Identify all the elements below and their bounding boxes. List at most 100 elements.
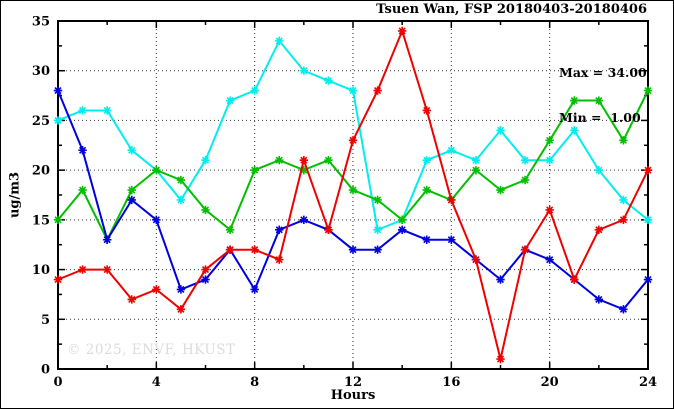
series-blue-marker [53, 86, 63, 95]
series-blue-marker [496, 275, 505, 284]
series-cyan-marker [545, 156, 554, 165]
series-cyan-marker [348, 86, 358, 95]
series-red-marker [422, 106, 431, 115]
series-blue-marker [299, 215, 309, 225]
series-green-marker [275, 156, 284, 165]
series-green-marker [422, 185, 431, 195]
series-green-marker [348, 185, 358, 195]
series-cyan-marker [102, 106, 112, 115]
series-blue-marker [78, 146, 87, 155]
series-green-marker [643, 86, 653, 95]
series-green-marker [225, 225, 235, 234]
series-green-marker [78, 185, 87, 195]
watermark-text: © 2025, ENVF, HKUST [67, 342, 236, 358]
series-red-marker [471, 255, 481, 264]
y-tick-label: 25 [32, 114, 50, 129]
series-red-marker [275, 255, 284, 264]
x-tick-label: 4 [152, 375, 161, 390]
series-green-marker [201, 205, 210, 215]
series-blue-marker [447, 235, 456, 244]
series-red-marker [520, 245, 530, 254]
series-cyan-marker [471, 156, 481, 165]
series-red-marker [447, 195, 456, 205]
series-blue-marker [127, 195, 136, 205]
series-cyan-marker [570, 126, 579, 135]
series-green-marker [619, 136, 628, 145]
series-blue-marker [619, 305, 628, 314]
series-blue-marker [275, 225, 284, 234]
series-cyan-marker [78, 106, 87, 115]
series-blue-marker [422, 235, 431, 244]
series-cyan-marker [324, 76, 333, 85]
x-tick-label: 16 [442, 375, 460, 390]
series-green-marker [570, 96, 579, 105]
series-red-marker [102, 265, 112, 274]
series-green-marker [520, 175, 530, 185]
max-min-annotation: Max = 34.00 Min = 1.00 [559, 35, 647, 155]
series-cyan-marker [643, 215, 653, 225]
series-red-marker [201, 265, 210, 274]
series-blue-marker [348, 245, 358, 254]
y-axis-label: ug/m3 [7, 171, 23, 219]
series-cyan-marker [201, 156, 210, 165]
series-green-marker [324, 156, 333, 165]
series-green-marker [152, 165, 161, 175]
series-blue-marker [545, 255, 554, 264]
x-axis-label: Hours [330, 388, 376, 403]
series-red-marker [545, 205, 554, 215]
series-cyan-marker [176, 195, 186, 205]
x-tick-label: 24 [639, 375, 657, 390]
series-green-marker [545, 136, 554, 145]
series-red-marker [619, 215, 628, 225]
series-red-marker [152, 285, 161, 294]
series-cyan-marker [127, 146, 136, 155]
y-tick-label: 20 [32, 164, 50, 179]
series-red-marker [324, 225, 333, 234]
series-red-marker [78, 265, 87, 274]
series-green-marker [594, 96, 604, 105]
series-red-marker [176, 305, 186, 314]
series-blue-marker [594, 295, 604, 304]
y-tick-label: 30 [32, 64, 50, 79]
series-red-marker [496, 354, 505, 364]
x-tick-label: 8 [250, 375, 259, 390]
y-tick-label: 35 [32, 15, 50, 30]
series-green-marker [299, 165, 309, 175]
x-tick-label: 12 [344, 375, 362, 390]
y-tick-label: 0 [41, 363, 50, 378]
series-blue-marker [176, 285, 186, 294]
series-blue-marker [250, 285, 259, 294]
series-red-marker [299, 156, 309, 165]
series-red-marker [397, 26, 407, 36]
series-cyan-marker [373, 225, 382, 234]
series-red-marker [53, 275, 63, 284]
series-cyan-marker [275, 36, 284, 46]
series-red-marker [225, 245, 235, 254]
series-cyan-marker [619, 195, 628, 205]
series-blue-marker [397, 225, 407, 234]
series-blue-marker [373, 245, 382, 254]
min-value-label: Min = 1.00 [559, 110, 641, 125]
series-cyan-marker [594, 165, 604, 175]
series-green-marker [373, 195, 382, 205]
x-tick-label: 0 [53, 375, 62, 390]
series-cyan-marker [422, 156, 431, 165]
series-red-marker [250, 245, 259, 254]
series-green-marker [471, 165, 481, 175]
series-cyan-marker [520, 156, 530, 165]
series-red-marker [127, 295, 136, 304]
series-blue-marker [152, 215, 161, 225]
series-cyan-marker [496, 126, 505, 135]
series-green-marker [53, 215, 63, 225]
series-cyan-marker [447, 146, 456, 155]
series-green-marker [176, 175, 186, 185]
series-red-marker [348, 136, 358, 145]
y-tick-label: 5 [41, 313, 50, 328]
series-blue-marker [201, 275, 210, 284]
y-tick-label: 10 [32, 263, 50, 278]
series-red-marker [594, 225, 604, 234]
series-red-marker [570, 275, 579, 284]
series-green-marker [397, 215, 407, 225]
